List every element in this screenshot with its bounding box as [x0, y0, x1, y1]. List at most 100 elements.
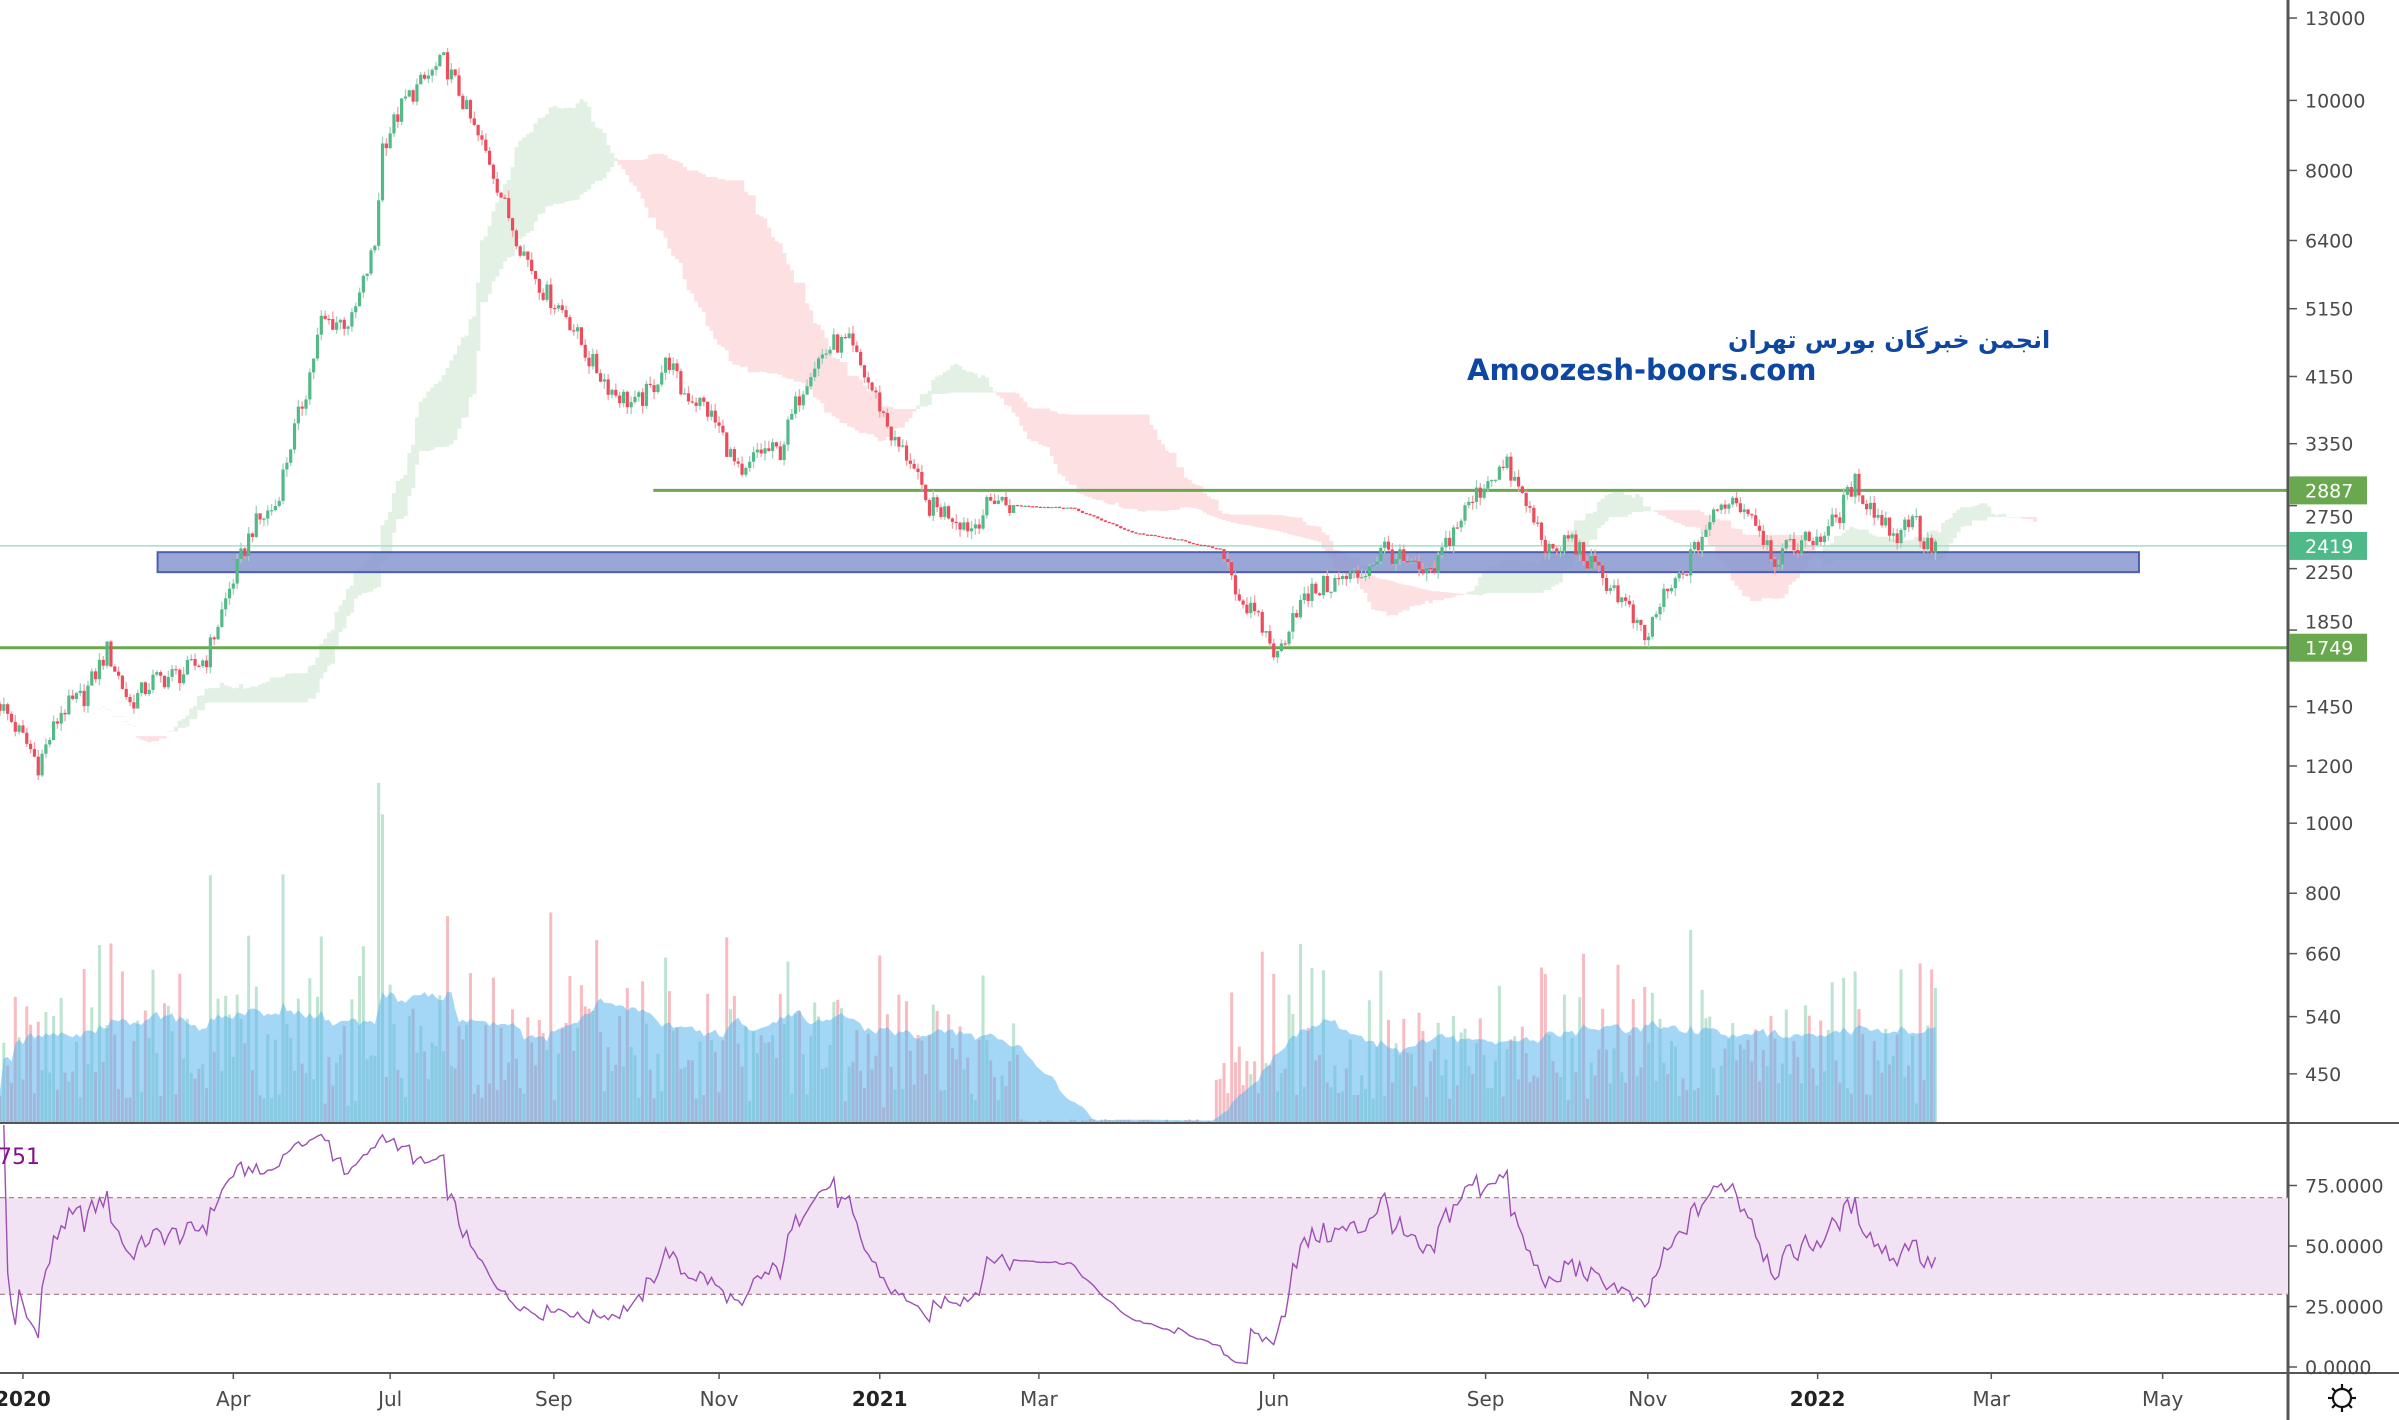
- candle: [1910, 514, 1915, 530]
- cloud-segment: [831, 357, 837, 417]
- cloud-segment: [946, 369, 951, 394]
- candle: [1612, 579, 1616, 592]
- candle: [438, 53, 442, 67]
- candle: [920, 464, 924, 491]
- cloud-segment: [996, 392, 1001, 396]
- cloud-segment: [1229, 514, 1234, 523]
- candle: [335, 316, 339, 334]
- candle: [1428, 567, 1433, 574]
- cloud-segment: [441, 375, 446, 448]
- support-zone-rectangle[interactable]: [156, 551, 2140, 574]
- cloud-segment: [1642, 506, 1647, 512]
- candle: [143, 681, 147, 696]
- cloud-segment: [1615, 490, 1621, 518]
- cloud-segment: [1589, 513, 1594, 540]
- cloud-segment: [900, 408, 905, 428]
- candle: [1027, 505, 1031, 508]
- candle: [1566, 530, 1570, 542]
- candle: [820, 348, 824, 364]
- cloud-segment: [602, 132, 607, 179]
- candle: [702, 395, 706, 407]
- cloud-segment: [1493, 566, 1498, 593]
- price-tick-label: 13000: [2305, 8, 2365, 30]
- cloud-segment: [1726, 520, 1732, 568]
- cloud-segment: [1665, 510, 1670, 519]
- cloud-segment: [1057, 413, 1062, 474]
- candle: [897, 436, 901, 453]
- cloud-segment: [655, 153, 661, 230]
- cloud-segment: [1860, 529, 1865, 560]
- support-zone[interactable]: [156, 551, 2140, 574]
- candle: [1023, 505, 1027, 508]
- candle: [1593, 549, 1597, 569]
- cloud-segment: [246, 687, 251, 703]
- candle: [1230, 560, 1234, 581]
- cloud-segment: [1906, 539, 1911, 560]
- time-axis[interactable]: 2020 Apr Jul Sep Nov 2021 Mar Jun Sep Nov 2022 Mar M…: [0, 1373, 2183, 1411]
- candle: [59, 706, 63, 732]
- candle: [1704, 525, 1708, 538]
- candle: [361, 274, 365, 298]
- candle: [1352, 568, 1356, 579]
- candle: [1811, 537, 1815, 550]
- candle: [235, 553, 239, 589]
- cloud-segment: [1834, 535, 1839, 560]
- candle: [1891, 528, 1895, 543]
- cloud-segment: [770, 237, 775, 374]
- cloud-segment: [1593, 511, 1598, 540]
- candle: [1176, 539, 1180, 541]
- candle: [1887, 517, 1892, 542]
- price-axis[interactable]: 13000 10000 8000 6400 5150 4150 3350 2750 2250 18…: [2288, 8, 2365, 1086]
- candle: [1933, 539, 1938, 560]
- cloud-segment: [847, 375, 852, 427]
- candle: [1310, 577, 1314, 608]
- candle: [1547, 541, 1551, 560]
- time-tick-label: 2020: [0, 1387, 51, 1411]
- cloud-segment: [437, 381, 443, 448]
- candle: [641, 387, 645, 414]
- candle: [985, 495, 989, 519]
- cloud-segment: [1015, 393, 1020, 417]
- cloud-segment: [1711, 515, 1716, 546]
- candle: [1034, 506, 1039, 508]
- rsi-axis[interactable]: 75.0000 50.0000 25.0000 0.0000: [2288, 1176, 2384, 1380]
- candle: [1815, 529, 1819, 546]
- candle: [285, 457, 289, 477]
- cloud-segment: [2002, 514, 2007, 517]
- candle: [1015, 504, 1020, 507]
- volume-bar: [1233, 1062, 1237, 1123]
- cloud-segment: [713, 177, 718, 340]
- candle: [644, 380, 649, 409]
- candle: [794, 391, 798, 419]
- candle: [598, 369, 603, 383]
- time-tick-label: Apr: [216, 1387, 251, 1411]
- candle: [992, 493, 997, 504]
- cloud-segment: [353, 570, 358, 599]
- candle: [587, 350, 591, 374]
- cloud-segment: [808, 310, 814, 390]
- candle: [197, 664, 201, 668]
- settings-button[interactable]: [2328, 1384, 2356, 1412]
- candle: [1348, 570, 1352, 584]
- cloud-segment: [1619, 490, 1624, 517]
- cloud-segment: [1914, 536, 1919, 560]
- cloud-segment: [338, 605, 343, 633]
- candle: [1784, 538, 1788, 551]
- candle: [1658, 603, 1662, 621]
- cloud-segment: [250, 686, 255, 703]
- cloud-segment: [1164, 450, 1169, 511]
- cloud-segment: [1378, 578, 1384, 611]
- candle: [1761, 524, 1765, 550]
- cloud-segment: [1390, 581, 1395, 615]
- candle: [1712, 507, 1716, 525]
- candle: [419, 72, 423, 85]
- candle: [1130, 530, 1134, 533]
- candle: [1532, 505, 1536, 526]
- candle: [1597, 561, 1601, 573]
- price-badge-2887: 2887: [2289, 476, 2367, 505]
- candle: [1842, 488, 1846, 531]
- cloud-segment: [131, 726, 137, 727]
- cloud-segment: [1478, 577, 1483, 596]
- cloud-segment: [1007, 392, 1012, 407]
